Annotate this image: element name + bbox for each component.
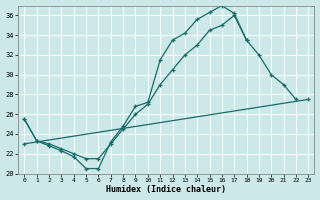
X-axis label: Humidex (Indice chaleur): Humidex (Indice chaleur): [106, 185, 226, 194]
